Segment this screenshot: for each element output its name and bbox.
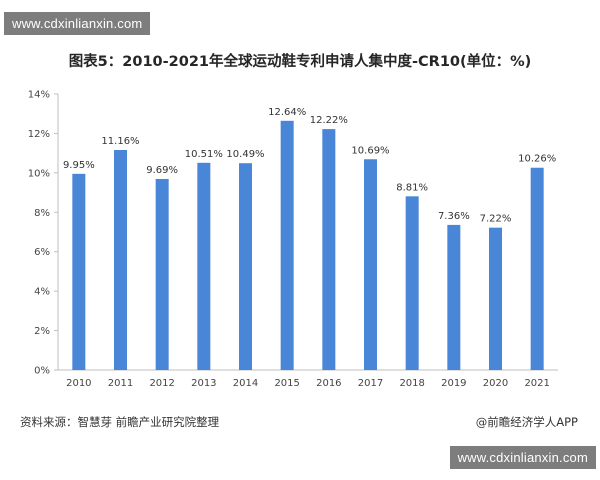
bar [364, 159, 377, 370]
x-tick-label: 2016 [316, 378, 341, 389]
bar-value-label: 10.51% [185, 149, 223, 160]
bar-value-label: 12.22% [310, 115, 348, 126]
bar-value-label: 7.22% [480, 214, 512, 225]
x-tick-label: 2020 [483, 378, 508, 389]
bar-value-label: 8.81% [396, 182, 428, 193]
source-note: 资料来源：智慧芽 前瞻产业研究院整理 [20, 415, 220, 429]
x-tick-label: 2015 [274, 378, 299, 389]
bar [72, 173, 86, 370]
x-tick-label: 2013 [191, 378, 216, 389]
y-tick-label: 14% [28, 90, 50, 101]
x-tick-label: 2012 [149, 378, 174, 389]
bar [489, 227, 502, 370]
y-tick-label: 12% [28, 129, 50, 140]
bar [530, 167, 544, 370]
bar [447, 224, 461, 370]
site-watermark-bottom[interactable]: www.cdxinlianxin.com [449, 446, 596, 469]
bar-value-label: 10.26% [518, 154, 556, 165]
bar [239, 163, 252, 370]
bar-value-label: 11.16% [101, 136, 139, 147]
bar-value-label: 9.95% [63, 160, 95, 171]
x-tick-label: 2014 [233, 378, 258, 389]
x-tick-label: 2021 [524, 378, 549, 389]
site-watermark-top[interactable]: www.cdxinlianxin.com [4, 12, 151, 35]
y-tick-label: 10% [28, 168, 50, 179]
bar [405, 196, 419, 370]
bar [322, 129, 336, 370]
bar-value-label: 10.69% [351, 145, 389, 156]
y-tick-label: 4% [34, 287, 50, 298]
x-tick-label: 2011 [108, 378, 133, 389]
bar-value-label: 12.64% [268, 107, 306, 118]
bar [280, 120, 294, 370]
bar [197, 162, 211, 370]
bar-value-label: 7.36% [438, 211, 470, 222]
bar [155, 178, 169, 370]
x-tick-label: 2017 [358, 378, 383, 389]
x-tick-label: 2019 [441, 378, 466, 389]
x-tick-label: 2018 [399, 378, 424, 389]
x-tick-label: 2010 [66, 378, 91, 389]
y-tick-label: 2% [34, 326, 50, 337]
brand-note: @前瞻经济学人APP [475, 415, 578, 429]
bar-value-label: 9.69% [146, 165, 178, 176]
bar-value-label: 10.49% [226, 149, 264, 160]
y-tick-label: 6% [34, 247, 50, 258]
bar [114, 149, 127, 370]
chart-title: 图表5：2010-2021年全球运动鞋专利申请人集中度-CR10(单位：%) [68, 54, 532, 70]
y-tick-label: 0% [34, 366, 50, 377]
y-tick-label: 8% [34, 208, 50, 219]
